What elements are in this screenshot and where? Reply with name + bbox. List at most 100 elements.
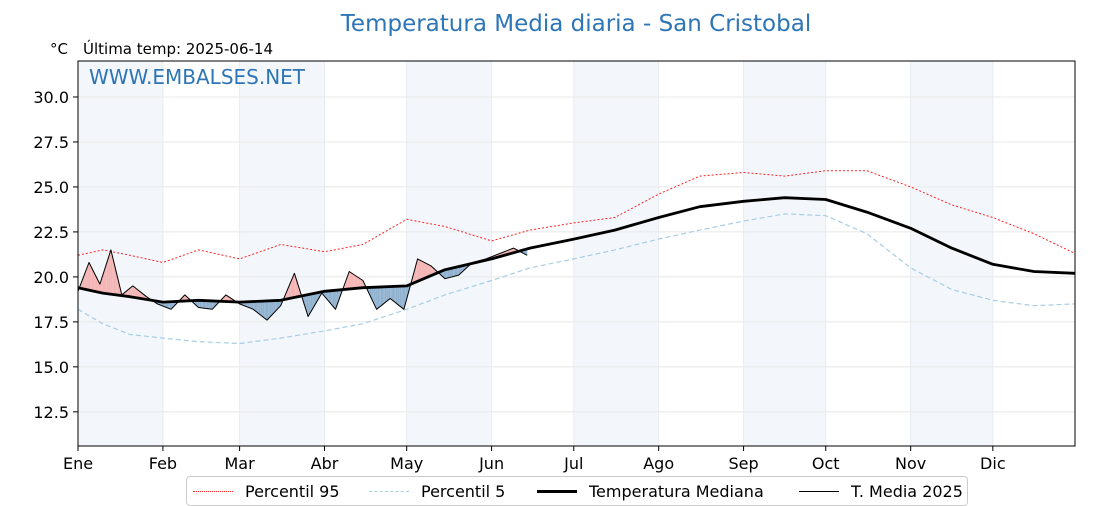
fill-below-median <box>276 300 278 310</box>
fill-above-median <box>349 271 351 289</box>
fill-above-median <box>431 266 433 276</box>
legend-swatch-2025 <box>799 490 839 492</box>
fill-below-median <box>168 301 170 309</box>
fill-below-median <box>372 287 374 304</box>
y-tick-label: 17.5 <box>33 313 69 332</box>
fill-below-median <box>380 286 383 307</box>
month-band-mar <box>239 61 325 446</box>
fill-above-median <box>108 254 110 294</box>
x-tick-label-sep: Sep <box>729 454 759 473</box>
fill-below-median <box>273 300 276 313</box>
grid-lines <box>77 61 1075 446</box>
fill-below-median <box>328 290 330 303</box>
fill-above-median <box>95 275 98 292</box>
fill-below-median <box>205 300 207 309</box>
fill-above-median <box>427 263 429 278</box>
fill-above-median <box>91 267 94 291</box>
x-axis: Ene Feb Mar Abr May Jun Jul Ago Sep Oct Nov Dic <box>63 446 1006 473</box>
fill-below-median <box>391 286 393 301</box>
plot-frame <box>77 60 1076 447</box>
fill-below-median <box>397 286 399 305</box>
legend-swatch-median <box>537 489 577 493</box>
fill-below-median <box>247 301 250 308</box>
fill-above-median <box>127 289 129 297</box>
fill-below-median <box>203 300 206 309</box>
fill-below-median <box>272 300 274 315</box>
fill-below-median <box>449 268 451 278</box>
fill-above-median <box>413 268 415 283</box>
fill-below-median <box>314 292 317 305</box>
fill-above-median <box>112 255 114 295</box>
fill-above-median <box>358 277 361 289</box>
month-band-may <box>406 61 492 446</box>
x-tick-label-abr: Abr <box>311 454 339 473</box>
fill-above-median <box>360 278 362 288</box>
legend-label-median: Temperatura Mediana <box>589 481 764 501</box>
fill-below-median <box>269 300 272 318</box>
x-tick-label-may: May <box>390 454 423 473</box>
fill-above-median <box>421 261 424 280</box>
fill-below-median <box>394 286 396 303</box>
fill-below-median <box>443 269 446 279</box>
fill-above-median <box>138 290 140 299</box>
y-tick-label: 25.0 <box>33 178 69 197</box>
x-tick-label-mar: Mar <box>225 454 256 473</box>
month-band-sep <box>743 61 826 446</box>
fill-below-median <box>375 287 377 310</box>
fill-below-median <box>334 290 336 310</box>
fill-below-median <box>453 267 455 277</box>
y-axis: 12.5 15.0 17.5 20.0 22.5 25.0 27.5 30.0 <box>33 88 78 422</box>
fill-above-median <box>225 294 228 302</box>
fill-above-median <box>425 263 428 278</box>
x-tick-label-nov: Nov <box>895 454 926 473</box>
legend: Percentil 95 Percentil 5 Temperatura Med… <box>186 476 968 506</box>
fill-above-median <box>114 266 117 295</box>
fill-below-median <box>329 290 332 305</box>
legend-item-p5: Percentil 5 <box>369 480 505 502</box>
fill-below-median <box>446 269 448 279</box>
fill-above-median <box>417 258 420 282</box>
legend-swatch-p95 <box>193 490 233 492</box>
fill-above-median <box>424 262 426 279</box>
fill-below-median <box>325 291 328 300</box>
x-tick-label-jul: Jul <box>563 454 583 473</box>
fill-below-median <box>386 286 388 302</box>
legend-item-median: Temperatura Mediana <box>537 480 764 502</box>
fill-below-median <box>257 301 259 314</box>
fill-below-median <box>253 301 255 311</box>
fill-above-median <box>134 286 136 298</box>
fill-below-median <box>310 293 313 312</box>
fill-above-median <box>420 260 422 281</box>
month-band-nov <box>910 61 993 446</box>
fill-above-median <box>428 264 430 277</box>
fill-above-median <box>294 273 296 298</box>
fill-above-median <box>106 258 109 294</box>
series-lines <box>77 170 1076 345</box>
fill-below-median <box>460 265 462 274</box>
fill-above-median <box>295 277 298 298</box>
fill-above-median <box>97 278 99 293</box>
fill-below-median <box>384 286 387 303</box>
x-tick-label-ene: Ene <box>63 454 93 473</box>
x-tick-label-oct: Oct <box>812 454 840 473</box>
fill-below-median <box>209 300 211 310</box>
fill-above-median <box>102 271 105 294</box>
fill-below-median <box>379 286 381 308</box>
fill-below-median <box>312 293 314 310</box>
month-band-ene <box>78 61 163 446</box>
fill-below-median <box>332 290 335 308</box>
y-tick-label: 22.5 <box>33 223 69 242</box>
fill-above-median <box>288 283 291 299</box>
fill-above-median <box>293 273 295 298</box>
fill-above-median <box>361 279 363 288</box>
fill-below-median <box>390 286 392 300</box>
fill-above-median <box>90 265 92 291</box>
x-tick-label-ago: Ago <box>643 454 674 473</box>
fill-below-median <box>171 301 173 310</box>
fill-below-median <box>445 269 447 279</box>
fill-below-median <box>198 300 200 308</box>
fill-below-median <box>455 266 458 276</box>
watermark: WWW.EMBALSES.NET <box>89 65 306 89</box>
y-tick-label: 30.0 <box>33 88 69 107</box>
fill-above-median <box>140 292 143 299</box>
